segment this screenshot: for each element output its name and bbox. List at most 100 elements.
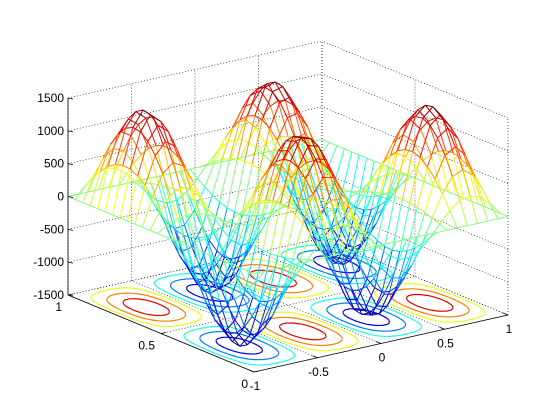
mesh-edge <box>225 215 237 225</box>
mesh-edge <box>369 192 381 233</box>
mesh-edge <box>173 188 185 236</box>
mesh-edge <box>264 298 276 328</box>
mesh-edge <box>285 257 293 260</box>
mesh-edge <box>414 212 426 249</box>
mesh-edge <box>75 185 87 200</box>
mesh-edge <box>232 230 241 237</box>
mesh-edge <box>351 290 363 315</box>
mesh-edge <box>290 137 302 162</box>
mesh-edge <box>449 210 458 229</box>
mesh-edge <box>460 157 469 167</box>
mesh-edge <box>171 239 180 244</box>
mesh-edge <box>197 213 206 239</box>
mesh-edge <box>214 138 226 162</box>
mesh-edge <box>365 216 374 236</box>
mesh-edge <box>391 259 400 279</box>
mesh-edge <box>337 199 348 208</box>
mesh-edge <box>239 115 248 121</box>
grid-line <box>67 204 323 263</box>
mesh-edge <box>257 82 268 90</box>
mesh-edge <box>132 126 141 133</box>
mesh-edge <box>232 210 244 231</box>
mesh-edge <box>238 208 247 225</box>
mesh-edge <box>189 268 198 281</box>
mesh-edge <box>118 173 127 186</box>
mesh-edge <box>247 241 256 247</box>
mesh-edge <box>282 86 291 98</box>
mesh-edge <box>261 119 271 129</box>
mesh-edge <box>366 278 376 289</box>
mesh-edge <box>288 140 297 152</box>
mesh-edge <box>104 164 116 213</box>
mesh-edge <box>462 169 471 196</box>
mesh-edge <box>332 177 342 200</box>
mesh-edge <box>200 197 212 213</box>
mesh-edge <box>177 157 189 197</box>
mesh-edge <box>130 124 139 136</box>
mesh-edge <box>290 175 302 213</box>
mesh-edge <box>186 245 195 250</box>
mesh-edge <box>283 177 292 190</box>
mesh-edge <box>242 329 251 336</box>
mesh-edge <box>442 119 454 154</box>
mesh-edge <box>326 240 335 247</box>
mesh-edge <box>399 202 411 252</box>
mesh-edge <box>243 205 251 211</box>
mesh-edge <box>479 197 489 222</box>
mesh-edge <box>287 167 299 208</box>
z-tick-mark <box>67 196 74 198</box>
mesh-edge <box>286 273 298 284</box>
mesh-edge <box>276 117 288 141</box>
z-tick-mark <box>67 261 74 264</box>
mesh-edge <box>437 137 446 156</box>
mesh-edge <box>302 141 314 187</box>
mesh-edge <box>439 210 451 225</box>
mesh-edge <box>120 131 132 137</box>
mesh-edge <box>265 139 274 145</box>
mesh-edge <box>125 173 137 184</box>
mesh-edge <box>289 96 298 114</box>
mesh-edge <box>363 251 375 279</box>
mesh-edge <box>426 137 439 167</box>
mesh-edge <box>338 207 350 252</box>
mesh-edge <box>306 212 318 215</box>
mesh-edge <box>202 268 211 294</box>
mesh-edge <box>211 295 220 301</box>
mesh-edge <box>187 196 200 239</box>
mesh-edge <box>373 208 384 217</box>
mesh-edge <box>145 117 157 146</box>
mesh-edge <box>201 194 213 227</box>
mesh-edge <box>335 252 346 256</box>
mesh-edge <box>221 328 233 342</box>
mesh-edge <box>179 187 189 215</box>
mesh-edge <box>450 126 462 159</box>
mesh-edge <box>344 148 352 153</box>
mesh-edge <box>226 300 238 333</box>
mesh-edge <box>211 159 223 196</box>
z-tick-mark <box>67 163 74 166</box>
mesh-edge <box>153 203 162 215</box>
mesh-edge <box>449 200 461 211</box>
mesh-edge <box>389 150 398 156</box>
mesh-edge <box>330 198 341 201</box>
mesh-edge <box>344 228 353 249</box>
mesh-edge <box>398 239 407 260</box>
mesh-edge <box>114 128 127 165</box>
mesh-edge <box>297 112 309 128</box>
mesh-edge <box>152 173 164 198</box>
mesh-edge <box>391 276 402 279</box>
mesh-edge <box>411 250 420 266</box>
grid-line <box>67 172 323 230</box>
mesh-edge <box>207 150 219 165</box>
mesh-edge <box>156 224 168 234</box>
mesh-edge <box>230 239 242 246</box>
mesh-edge <box>107 133 119 167</box>
x-tick-label: 0 <box>379 351 386 365</box>
mesh-edge <box>143 182 152 185</box>
mesh-edge <box>258 286 268 304</box>
z-tick-label: -1000 <box>33 255 64 269</box>
mesh-edge <box>304 259 316 263</box>
mesh-edge <box>343 286 355 310</box>
mesh-edge <box>237 138 249 143</box>
mesh-edge <box>314 143 324 164</box>
